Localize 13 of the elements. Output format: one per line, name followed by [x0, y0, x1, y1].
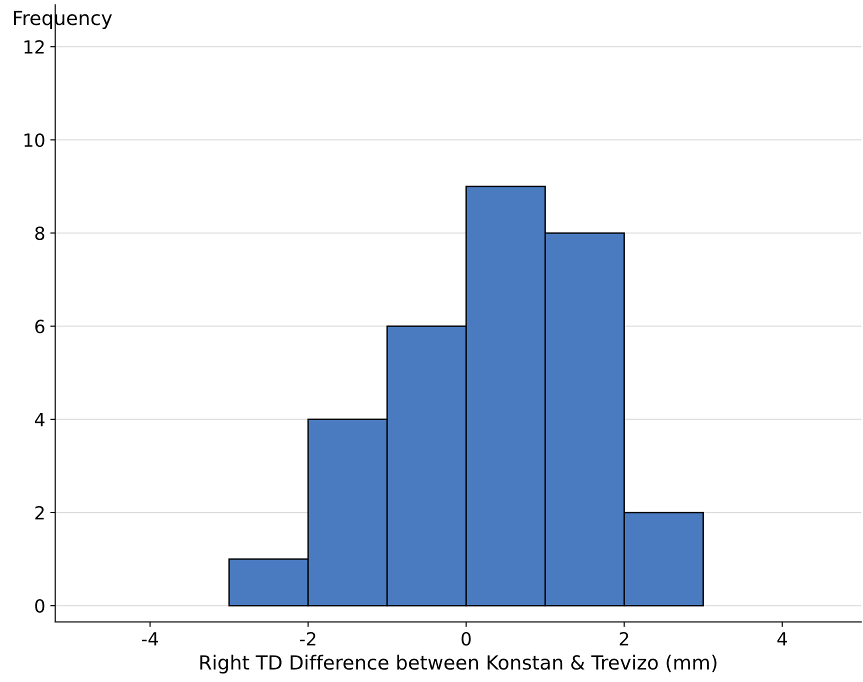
x-tick-label: 2: [620, 632, 628, 646]
x-axis-title: Right TD Difference between Konstan & Trevizo (mm): [200, 654, 716, 674]
y-tick-label: 8: [35, 226, 44, 240]
x-tick-label: -2: [300, 632, 316, 646]
x-tick-label: -4: [142, 632, 158, 646]
y-tick-label: 4: [34, 413, 44, 426]
x-tick-label: 4: [777, 632, 787, 646]
y-tick-label: 0: [35, 599, 44, 613]
x-tick-label: 0: [462, 632, 471, 646]
y-tick-label: 2: [35, 506, 44, 520]
y-tick-label: 6: [35, 320, 44, 334]
y-tick-label: 10: [24, 133, 44, 147]
y-tick-label: 12: [24, 40, 44, 54]
